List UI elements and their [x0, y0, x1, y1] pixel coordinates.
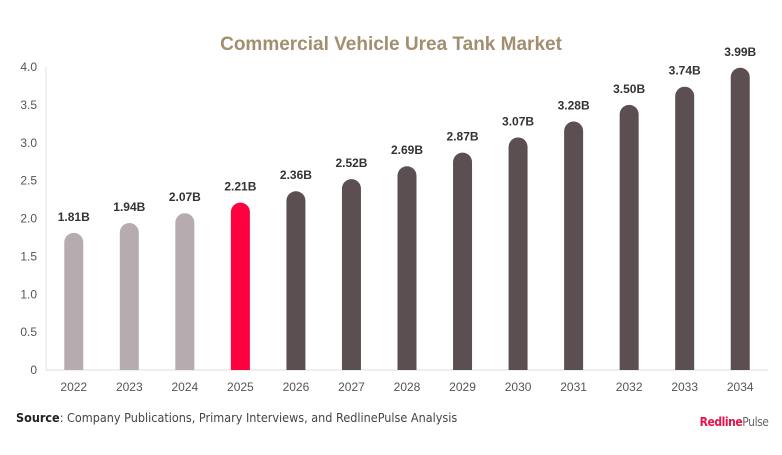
x-tick-label: 2024 [171, 380, 198, 394]
x-tick-label: 2032 [616, 380, 643, 394]
data-label: 2.69B [391, 143, 423, 157]
brand-part2: Pulse [741, 415, 769, 429]
x-tick-label: 2025 [227, 380, 254, 394]
data-label: 2.07B [169, 190, 201, 204]
data-label: 3.07B [502, 114, 534, 128]
x-tick-label: 2026 [283, 380, 310, 394]
bar-2031 [564, 121, 584, 370]
y-tick-label: 0.5 [20, 325, 37, 339]
data-label: 1.94B [113, 200, 145, 214]
bar-2029 [453, 152, 473, 370]
data-label: 3.50B [613, 82, 645, 96]
data-label: 3.28B [558, 99, 590, 113]
data-label: 2.21B [224, 180, 256, 194]
y-tick-label: 0 [30, 363, 37, 377]
bar-2030 [508, 137, 528, 370]
y-tick-label: 1.0 [20, 287, 37, 301]
x-tick-label: 2027 [338, 380, 365, 394]
source-label: Source [16, 410, 60, 425]
chart-title: Commercial Vehicle Urea Tank Market [220, 34, 562, 55]
bar-2022 [64, 232, 84, 370]
x-tick-label: 2031 [560, 380, 587, 394]
x-tick-label: 2023 [116, 380, 143, 394]
data-label: 2.87B [447, 130, 479, 144]
bar-2024 [175, 213, 195, 370]
source-text: : Company Publications, Primary Intervie… [59, 410, 458, 425]
y-tick-label: 3.0 [20, 136, 37, 150]
y-tick-label: 1.5 [20, 249, 37, 263]
x-tick-label: 2030 [505, 380, 532, 394]
bar-2034 [730, 67, 750, 370]
bar-2033 [675, 86, 695, 370]
y-tick-label: 2.5 [20, 174, 37, 188]
source-note: Source: Company Publications, Primary In… [16, 410, 457, 425]
data-label: 2.52B [335, 156, 367, 170]
y-tick-label: 3.5 [20, 98, 37, 112]
brand-part1: Redline [699, 415, 742, 429]
bar-2026 [286, 191, 306, 370]
x-tick-label: 2028 [394, 380, 421, 394]
y-tick-label: 4.0 [20, 60, 37, 74]
data-label: 3.99B [724, 45, 756, 59]
x-tick-label: 2029 [449, 380, 476, 394]
bar-2027 [341, 179, 361, 370]
bar-2032 [619, 104, 639, 370]
x-tick-label: 2034 [727, 380, 754, 394]
data-label: 1.81B [58, 210, 90, 224]
bar-chart: 0 0.5 1.0 1.5 2.0 2.5 3.0 3.5 4.0 1.81B 2022 1.94B 2… [20, 45, 768, 394]
data-label: 3.74B [669, 64, 701, 78]
data-label: 2.36B [280, 168, 312, 182]
bar-2028 [397, 166, 417, 370]
brand-logo: RedlinePulse [699, 415, 768, 429]
y-tick-label: 2.0 [20, 212, 37, 226]
x-tick-label: 2022 [60, 380, 87, 394]
bar-2025 [230, 202, 250, 370]
bar-2023 [119, 223, 139, 370]
x-tick-label: 2033 [671, 380, 698, 394]
